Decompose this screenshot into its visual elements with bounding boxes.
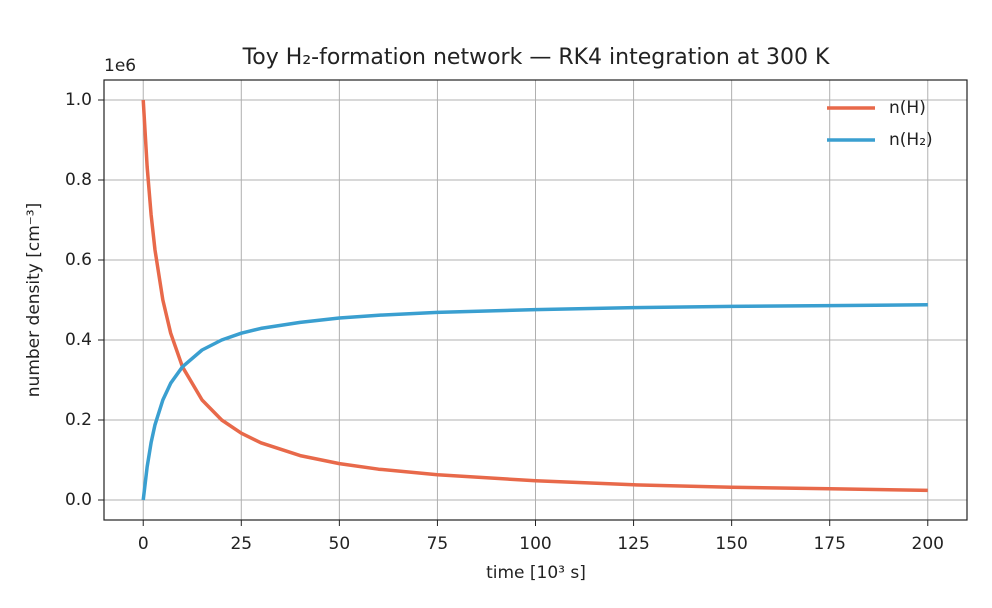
y-tick-label: 0.2 <box>65 410 92 430</box>
legend-label: n(H) <box>889 98 926 118</box>
x-tick-label: 75 <box>427 534 449 554</box>
plot-frame <box>103 79 968 521</box>
x-axis-label: time [10³ s] <box>486 563 586 583</box>
legend-label: n(H₂) <box>889 130 933 150</box>
chart-title: Toy H₂-formation network — RK4 integrati… <box>242 45 830 70</box>
y-tick-label: 0.4 <box>65 330 92 350</box>
y-offset-label: 1e6 <box>104 56 136 76</box>
x-tick-label: 25 <box>230 534 252 554</box>
y-tick-label: 1.0 <box>65 90 92 110</box>
x-tick-label: 100 <box>519 534 551 554</box>
line-series <box>141 99 928 493</box>
x-tick-label: 200 <box>912 534 944 554</box>
line-series <box>141 303 928 501</box>
y-tick-label: 0.6 <box>65 250 92 270</box>
x-tick-label: 150 <box>715 534 747 554</box>
x-tick-label: 125 <box>617 534 649 554</box>
y-axis-label: number density [cm⁻³] <box>24 203 44 397</box>
y-tick-label: 0.8 <box>65 170 92 190</box>
x-tick-label: 50 <box>329 534 351 554</box>
x-tick-label: 0 <box>138 534 149 554</box>
x-tick-label: 175 <box>813 534 845 554</box>
y-tick-label: 0.0 <box>65 490 92 510</box>
